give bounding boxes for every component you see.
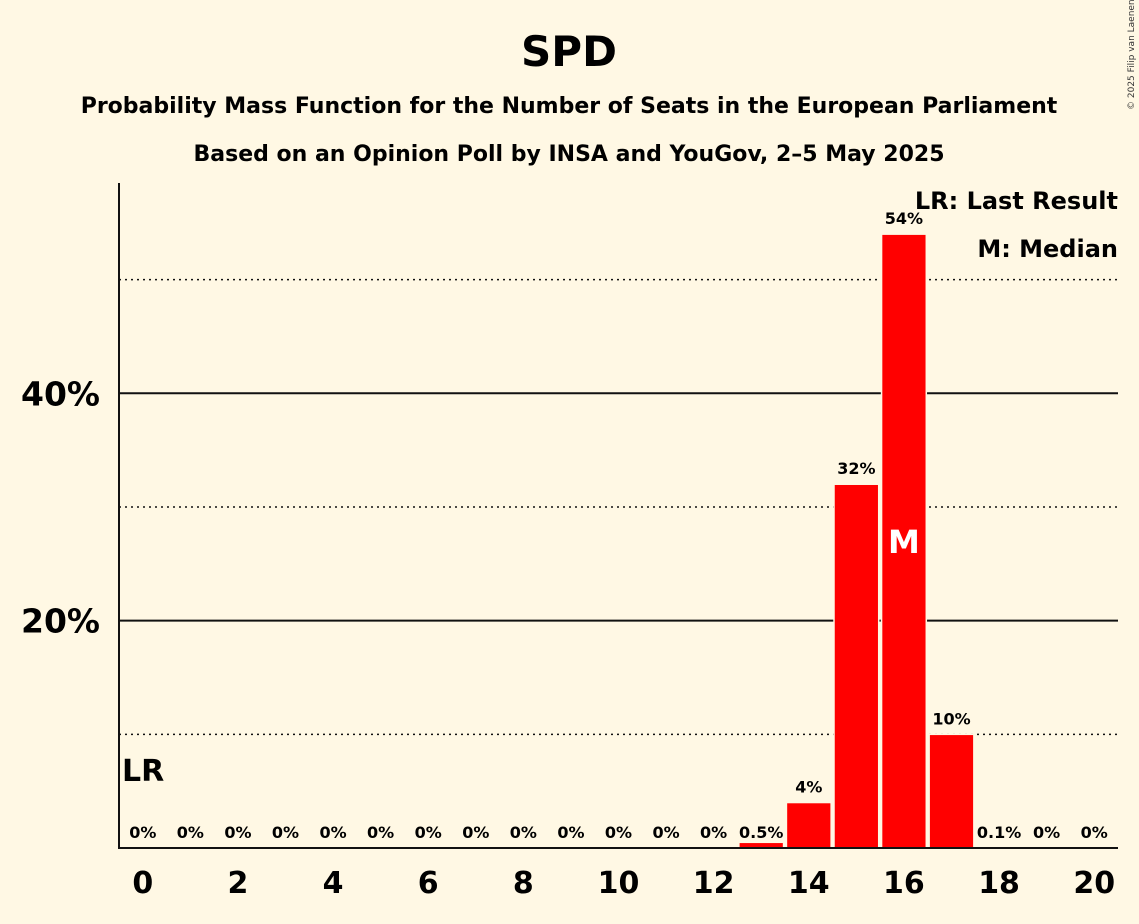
data-label: 54% [885, 209, 923, 228]
data-label: 0% [462, 823, 489, 842]
x-tick-label: 8 [513, 866, 534, 901]
x-tick-label: 4 [323, 866, 344, 901]
bar [833, 483, 880, 849]
bar [928, 733, 975, 849]
data-label: 0% [557, 823, 584, 842]
data-label: 4% [795, 778, 822, 797]
chart-title: SPD [521, 27, 617, 76]
x-tick-label: 16 [883, 866, 925, 901]
x-tick-label: 2 [227, 866, 248, 901]
data-label: 0% [272, 823, 299, 842]
data-label: 32% [837, 459, 875, 478]
x-tick-label: 10 [598, 866, 640, 901]
bars [738, 233, 1023, 849]
axes [118, 183, 1118, 849]
x-tick-label: 20 [1073, 866, 1115, 901]
data-label: 0% [700, 823, 727, 842]
legend-median: M: Median [977, 235, 1118, 263]
last-result-marker: LR [122, 754, 164, 789]
data-label: 0% [1033, 823, 1060, 842]
y-tick-label: 20% [21, 602, 100, 641]
data-label: 10% [932, 709, 970, 728]
x-tick-label: 18 [978, 866, 1020, 901]
data-label: 0% [1081, 823, 1108, 842]
data-label: 0.1% [977, 823, 1021, 842]
median-marker: M [888, 523, 920, 561]
y-tick-label: 40% [21, 374, 100, 413]
data-label: 0% [319, 823, 346, 842]
data-label: 0% [510, 823, 537, 842]
data-label: 0.5% [739, 823, 783, 842]
x-tick-label: 14 [788, 866, 830, 901]
data-label: 0% [605, 823, 632, 842]
chart-subtitle-source: Based on an Opinion Poll by INSA and You… [193, 142, 944, 167]
data-label: 0% [652, 823, 679, 842]
copyright-notice: © 2025 Filip van Laenen [1127, 0, 1137, 110]
data-label: 0% [224, 823, 251, 842]
bar [785, 801, 832, 849]
data-label: 0% [177, 823, 204, 842]
legend-last-result: LR: Last Result [915, 187, 1118, 215]
x-tick-label: 0 [132, 866, 153, 901]
x-tick-label: 12 [693, 866, 735, 901]
gridlines [119, 278, 1118, 736]
chart-subtitle: Probability Mass Function for the Number… [81, 94, 1058, 119]
data-label: 0% [129, 823, 156, 842]
data-label: 0% [415, 823, 442, 842]
bar [880, 233, 928, 849]
x-tick-label: 6 [418, 866, 439, 901]
labels: 20%40%0% 0% 0% 0% 0% 0% 0% 0% 0% 0% 0% 0% 0% 0.5%4%32… [21, 209, 1115, 901]
data-label: 0% [367, 823, 394, 842]
